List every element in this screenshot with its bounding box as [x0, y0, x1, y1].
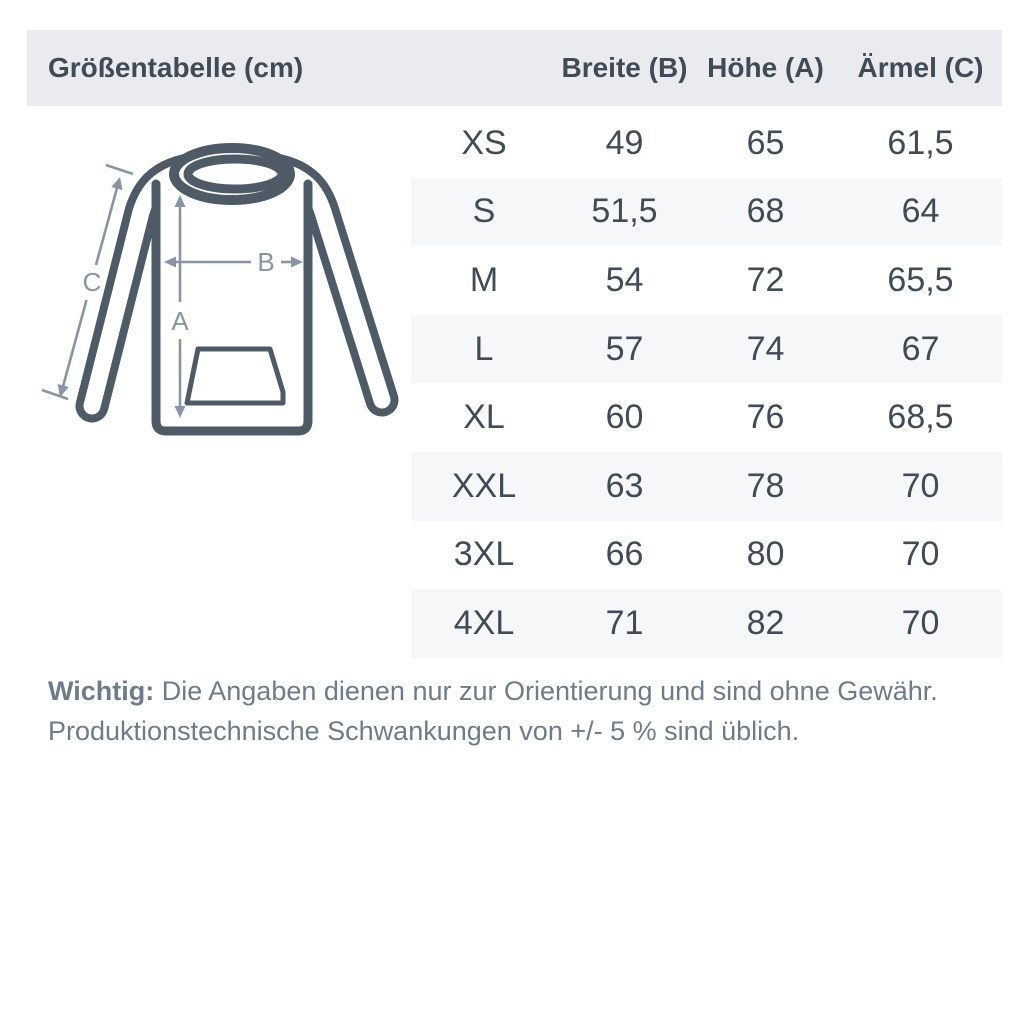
table-row: XXL 63 78 70	[411, 451, 1002, 521]
hoodie-pocket	[184, 346, 286, 406]
dimension-label-a: A	[171, 306, 189, 336]
disclaimer: Wichtig: Die Angaben dienen nur zur Orie…	[48, 672, 978, 751]
dimension-arrow-c: C	[41, 163, 134, 401]
hoehe-value: 82	[746, 603, 785, 642]
size-label: XL	[463, 398, 505, 437]
hoehe-value: 80	[746, 535, 785, 574]
breite-value: 49	[605, 123, 644, 162]
breite-value: 63	[605, 466, 644, 505]
hoehe-value: 78	[746, 466, 785, 505]
column-header-hoehe: Höhe (A)	[707, 52, 824, 83]
breite-value: 54	[605, 260, 644, 299]
page-title: Größentabelle (cm)	[48, 52, 304, 83]
dimension-label-b: B	[257, 247, 274, 277]
aermel-value: 65,5	[887, 260, 954, 299]
table-row: XS 49 65 61,5	[411, 109, 1002, 178]
size-label: XXL	[451, 466, 517, 505]
page-title-cell: Größentabelle (cm)	[27, 52, 411, 84]
column-header-aermel: Ärmel (C)	[857, 52, 984, 83]
table-header: Größentabelle (cm) Breite (B) Höhe (A) Ä…	[27, 30, 1002, 106]
dimension-arrow-b: B	[164, 247, 303, 277]
disclaimer-line2: Produktionstechnische Schwankungen von +…	[48, 715, 800, 746]
dimension-arrow-a: A	[171, 195, 189, 418]
breite-value: 71	[605, 603, 644, 642]
aermel-value: 61,5	[887, 123, 954, 162]
size-table-body: XS 49 65 61,5 S 51,5 68 64 M 54 72 65,5 …	[411, 109, 1002, 658]
size-label: L	[474, 329, 494, 368]
disclaimer-line1: Wichtig: Die Angaben dienen nur zur Orie…	[48, 672, 978, 712]
aermel-value: 70	[901, 466, 940, 505]
disclaimer-bold: Wichtig:	[48, 676, 155, 706]
aermel-value: 64	[901, 192, 940, 231]
size-label: 3XL	[453, 535, 515, 574]
hoehe-value: 74	[746, 329, 785, 368]
table-row: S 51,5 68 64	[411, 177, 1002, 247]
hoehe-value: 68	[746, 192, 785, 231]
table-row: M 54 72 65,5	[411, 246, 1002, 315]
aermel-value: 70	[901, 535, 940, 574]
table-row: L 57 74 67	[411, 314, 1002, 384]
size-label: S	[472, 192, 496, 231]
size-label: M	[469, 260, 499, 299]
aermel-value: 70	[901, 603, 940, 642]
table-row: XL 60 76 68,5	[411, 383, 1002, 452]
disclaimer-line1-text: Die Angaben dienen nur zur Orientierung …	[154, 676, 938, 706]
table-row: 4XL 71 82 70	[411, 589, 1002, 658]
hoehe-value: 65	[746, 123, 785, 162]
column-header-breite: Breite (B)	[561, 52, 688, 83]
breite-value: 66	[605, 535, 644, 574]
breite-value: 60	[605, 398, 644, 437]
table-row: 3XL 66 80 70	[411, 521, 1002, 590]
dimension-label-c: C	[83, 267, 102, 297]
hoehe-value: 76	[746, 398, 785, 437]
size-label: XS	[461, 123, 507, 162]
hoodie-diagram: A B C	[41, 143, 399, 436]
hoodie-hood	[169, 143, 295, 205]
aermel-value: 67	[901, 329, 940, 368]
aermel-value: 68,5	[887, 398, 954, 437]
breite-value: 57	[605, 329, 644, 368]
hoehe-value: 72	[746, 260, 785, 299]
size-label: 4XL	[453, 603, 515, 642]
breite-value: 51,5	[591, 192, 658, 231]
